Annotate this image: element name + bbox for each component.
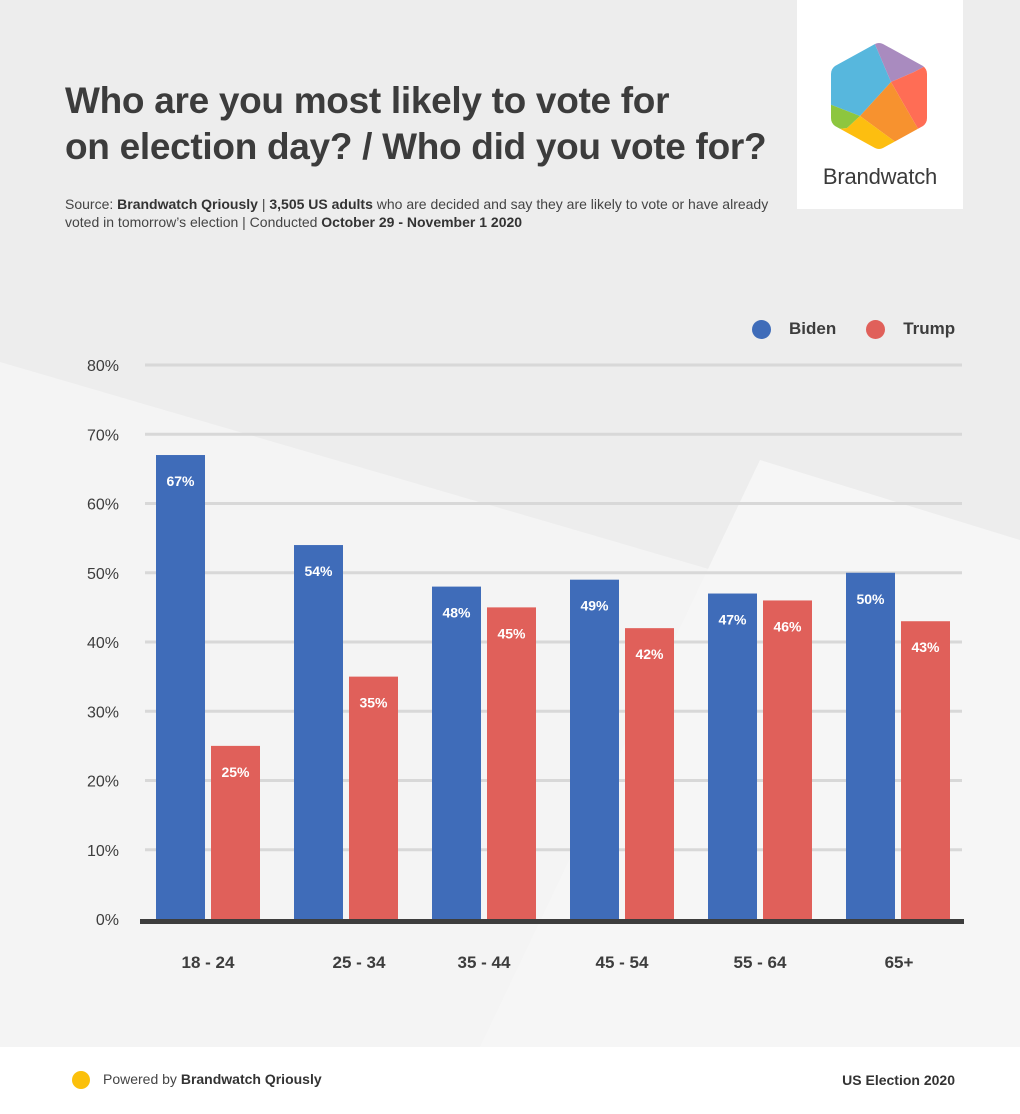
y-tick-label: 40%	[87, 635, 119, 652]
title-line-1: Who are you most likely to vote for	[65, 80, 670, 121]
bar-trump	[487, 607, 536, 919]
y-tick-label: 0%	[96, 912, 119, 929]
y-tick-label: 20%	[87, 774, 119, 791]
chart-legend: Biden Trump	[752, 318, 955, 340]
title-line-2: on election day? / Who did you vote for?	[65, 126, 767, 167]
bar-value-label: 42%	[635, 646, 664, 662]
logo-segment	[831, 104, 860, 130]
bar-biden	[432, 586, 481, 919]
bar-value-label: 67%	[166, 473, 195, 489]
bar-chart: 0% 10% 20% 30% 40% 50% 60% 70% 80% 67% 25% 18 - 24 5…	[87, 358, 964, 972]
x-tick-label: 25 - 34	[333, 953, 386, 972]
subtitle-separator: |	[257, 196, 270, 212]
sample-description: who are decided and say they are likely …	[65, 196, 769, 230]
powered-by-label: Powered by	[103, 1071, 181, 1087]
bar-biden	[570, 579, 619, 919]
bar-value-label: 47%	[718, 612, 747, 628]
bar-value-label: 25%	[221, 764, 250, 780]
y-tick-label: 80%	[87, 358, 119, 375]
source-name: Brandwatch Qriously	[117, 196, 258, 212]
bar-biden	[156, 455, 205, 919]
footer-powered-by: Powered by Brandwatch Qriously	[103, 1071, 322, 1087]
bar-trump	[901, 621, 950, 919]
x-axis-line	[140, 919, 964, 924]
footer: Powered by Brandwatch Qriously US Electi…	[0, 1047, 1020, 1114]
bar-value-label: 50%	[856, 591, 885, 607]
y-tick-label: 10%	[87, 843, 119, 860]
bar-trump	[349, 676, 398, 919]
bar-trump	[211, 745, 260, 919]
y-tick-label: 70%	[87, 427, 119, 444]
bar-value-label: 43%	[911, 639, 940, 655]
powered-by-brand: Brandwatch Qriously	[180, 1071, 322, 1087]
bar-biden	[708, 593, 757, 919]
survey-dates: October 29 - November 1 2020	[321, 214, 523, 230]
legend-dot-biden-icon	[752, 319, 771, 339]
sample-size: 3,505 US adults	[269, 196, 373, 212]
y-tick-label: 30%	[87, 704, 119, 721]
bar-value-label: 49%	[580, 598, 609, 614]
brandwatch-hexagon-logo-icon	[831, 43, 927, 149]
x-tick-label: 18 - 24	[182, 953, 235, 972]
chart-title: Who are you most likely to vote for on e…	[65, 78, 805, 170]
bar-trump	[763, 600, 812, 919]
bar-value-label: 54%	[304, 563, 333, 579]
legend-label-trump: Trump	[903, 319, 956, 338]
legend-dot-trump-icon	[866, 319, 886, 339]
footer-dot-icon	[72, 1071, 90, 1089]
chart-subtitle: Source: Brandwatch Qriously | 3,505 US a…	[65, 195, 785, 231]
bar-biden	[294, 545, 343, 919]
brandwatch-logo-card: Brandwatch	[797, 0, 963, 209]
y-tick-label: 60%	[87, 497, 119, 514]
logo-segment	[860, 82, 921, 146]
y-tick-label: 50%	[87, 566, 119, 583]
bar-value-label: 46%	[773, 618, 802, 634]
bar-biden	[846, 572, 895, 919]
x-tick-label: 45 - 54	[596, 953, 649, 972]
bar-trump	[625, 628, 674, 919]
bar-value-label: 45%	[497, 625, 526, 641]
brandwatch-logo-text: Brandwatch	[822, 164, 938, 189]
legend-item-biden: Biden	[752, 319, 836, 339]
footer-campaign-label: US Election 2020	[842, 1072, 955, 1088]
legend-label-biden: Biden	[789, 319, 837, 338]
bar-value-label: 35%	[359, 695, 388, 711]
x-tick-label: 35 - 44	[458, 953, 511, 972]
x-tick-label: 55 - 64	[734, 953, 787, 972]
bar-value-label: 48%	[442, 605, 471, 621]
legend-item-trump: Trump	[866, 319, 955, 339]
x-tick-label: 65+	[885, 953, 914, 972]
source-label: Source:	[65, 196, 118, 212]
